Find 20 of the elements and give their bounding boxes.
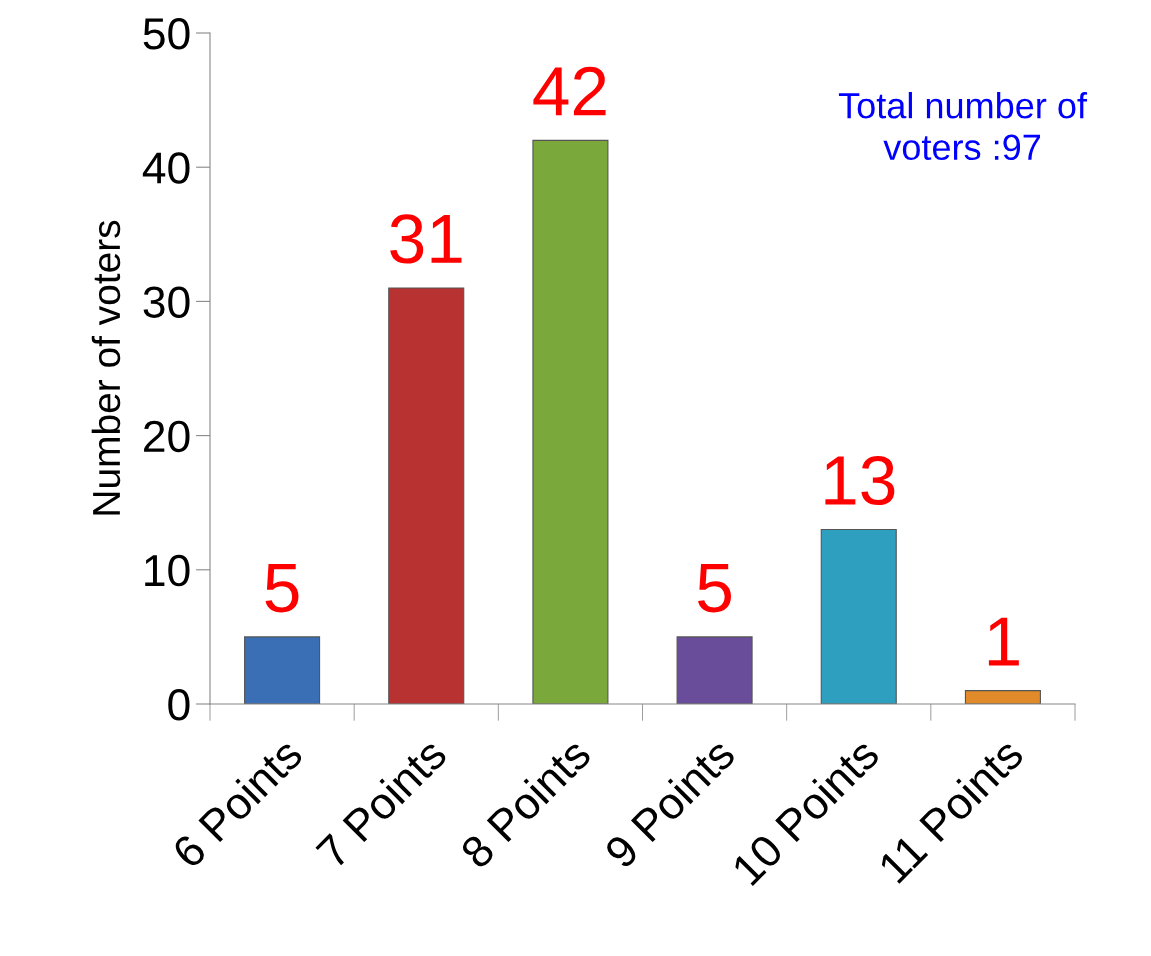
bar [244, 636, 321, 704]
annotation: Total number of voters :97 [838, 92, 1088, 161]
data-label: 31 [390, 214, 462, 264]
bar [532, 139, 609, 704]
data-label: 5 [265, 563, 299, 613]
data-label: 13 [825, 455, 895, 506]
bar [820, 528, 897, 704]
y-tick-label: 0 [168, 689, 190, 721]
y-axis-title: Number of voters [91, 220, 121, 515]
bar [964, 690, 1041, 704]
y-tick-label: 30 [143, 286, 190, 318]
bar [676, 636, 753, 704]
y-tick-label: 20 [144, 420, 190, 453]
data-label: 42 [533, 66, 606, 116]
data-label: 1 [988, 617, 1019, 666]
data-label: 5 [698, 563, 731, 613]
bar [388, 287, 465, 704]
y-tick-label: 10 [145, 554, 190, 587]
y-tick-label: 40 [142, 152, 190, 184]
y-tick-label: 50 [143, 18, 190, 50]
